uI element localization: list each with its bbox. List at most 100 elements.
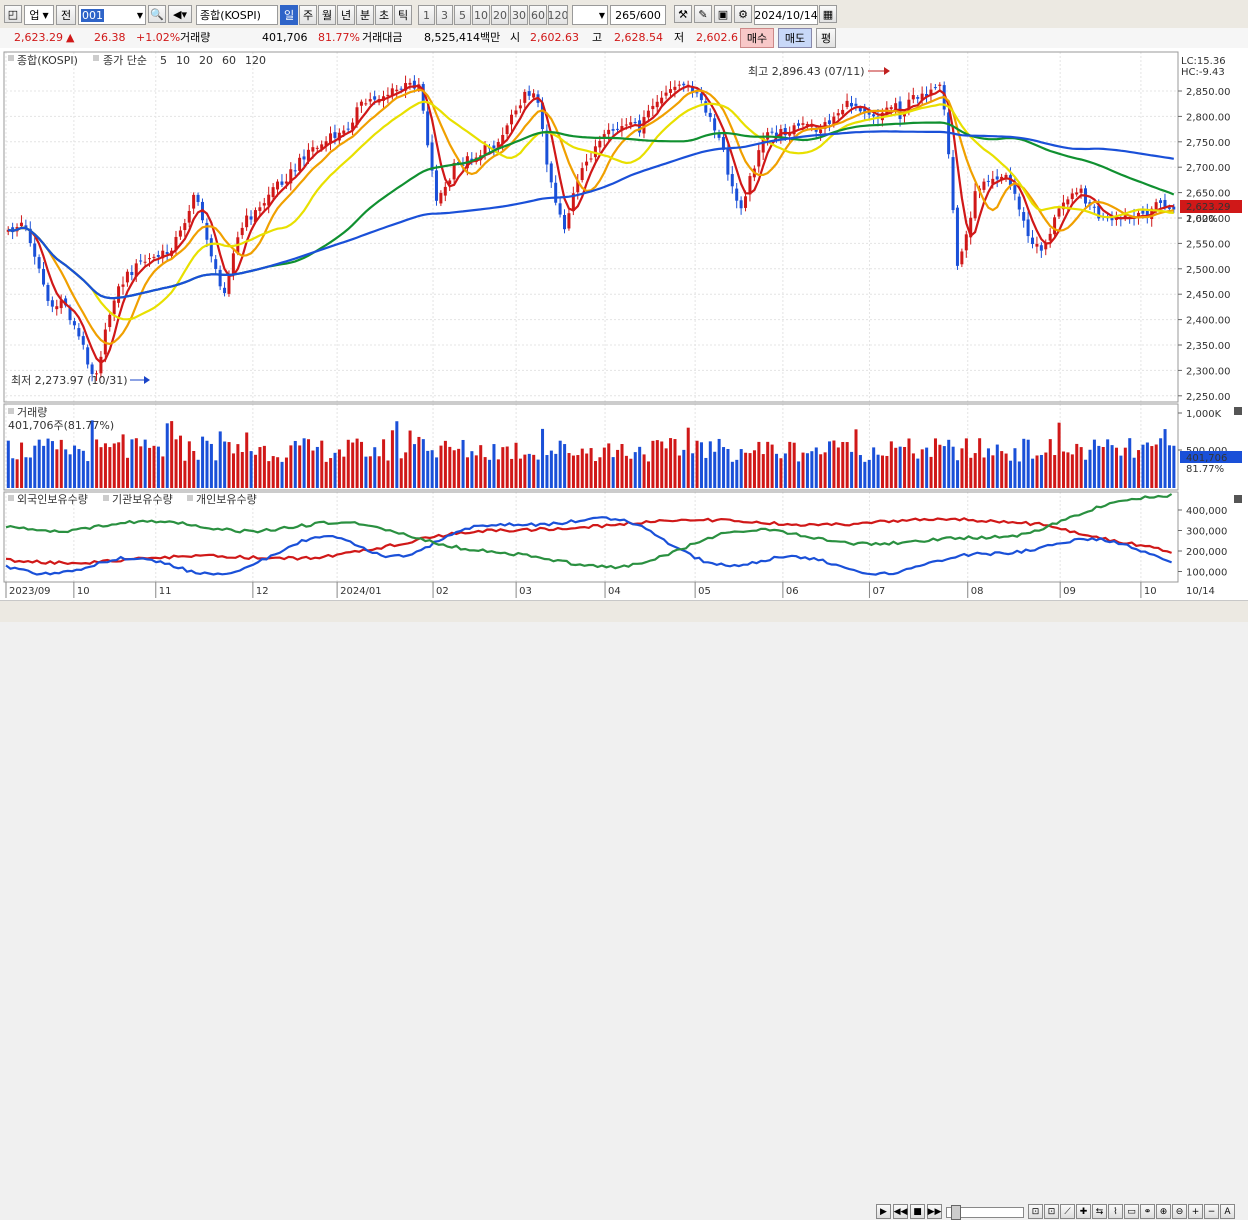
save-icon[interactable]: ▣	[714, 5, 732, 23]
candle-body	[231, 253, 235, 274]
font-size-icon[interactable]: A	[1220, 1204, 1235, 1219]
mode-button[interactable]: 전	[56, 5, 76, 25]
calendar-icon[interactable]: ▦	[819, 5, 837, 23]
legend-name: 종합(KOSPI)	[17, 54, 78, 67]
speaker-icon[interactable]: ◀▾	[168, 5, 192, 23]
interval-button[interactable]: 120	[548, 5, 568, 25]
volume-bar	[660, 441, 664, 488]
minus-icon[interactable]: −	[1204, 1204, 1219, 1219]
price-tick-label: 2,850.00	[1186, 87, 1231, 98]
zoom-in-icon[interactable]: ⊕	[1156, 1204, 1171, 1219]
candle-body	[527, 91, 531, 96]
period-button[interactable]: 주	[299, 5, 317, 25]
interval-button[interactable]: 1	[418, 5, 435, 25]
candle-body	[324, 141, 328, 147]
candle-body	[227, 274, 231, 294]
period-button[interactable]: 분	[356, 5, 374, 25]
scroll-right-icon[interactable]: ▶	[876, 1204, 891, 1219]
sell-button[interactable]: 매도	[778, 28, 812, 48]
interval-button[interactable]: 20	[491, 5, 509, 25]
chart-area[interactable]: 2,850.00 2,800.00 2,750.00 2,700.00 2,650.00…	[0, 48, 1248, 600]
plus-icon[interactable]: +	[1188, 1204, 1203, 1219]
compare-icon[interactable]: ⇆	[1092, 1204, 1107, 1219]
candle-body	[1000, 176, 1004, 180]
holding-lines	[5, 493, 1173, 576]
candle-body	[130, 271, 134, 276]
flat-button[interactable]: 평	[816, 28, 836, 48]
rewind-icon[interactable]: ◀◀	[893, 1204, 908, 1219]
tools-icon[interactable]: ⚒	[674, 5, 692, 23]
volume-bar	[417, 436, 421, 488]
volume-bar	[1119, 455, 1123, 488]
volume-bar	[50, 441, 54, 488]
interval-button[interactable]: 30	[510, 5, 528, 25]
volume-bar	[254, 454, 258, 488]
volume-bar	[1128, 438, 1132, 488]
indicator-icon[interactable]: ⌇	[1108, 1204, 1123, 1219]
candle-body	[112, 300, 116, 315]
stop-icon[interactable]: ■	[910, 1204, 925, 1219]
zoom-out-icon[interactable]: ⊖	[1172, 1204, 1187, 1219]
interval-button[interactable]: 3	[436, 5, 453, 25]
volume-bar	[231, 453, 235, 488]
volume-bar	[1035, 455, 1039, 488]
date-field[interactable]: 2024/10/14	[754, 5, 818, 25]
volume-bar	[302, 438, 306, 488]
volume-bar	[99, 447, 103, 488]
gear-icon[interactable]: ⚙	[734, 5, 752, 23]
amount-label: 거래대금	[362, 31, 403, 44]
volume-bar	[1013, 448, 1017, 488]
legend-marker	[8, 408, 14, 414]
period-button[interactable]: 초	[375, 5, 393, 25]
candle-body	[770, 131, 774, 133]
holding-close-icon[interactable]	[1234, 495, 1242, 503]
time-tick-label: 05	[698, 586, 711, 597]
low-label: 저	[674, 31, 685, 44]
volume-bar	[969, 457, 973, 488]
period-button[interactable]: 틱	[394, 5, 412, 25]
candle-body	[1167, 207, 1171, 209]
draw-icon[interactable]: ✎	[694, 5, 712, 23]
window-menu-icon[interactable]: ◰	[4, 5, 22, 23]
count-field[interactable]: 265/600	[610, 5, 666, 25]
ruler-icon[interactable]: ▭	[1124, 1204, 1139, 1219]
volume-bar	[916, 458, 920, 488]
volume-close-icon[interactable]	[1234, 407, 1242, 415]
volume-bar	[836, 447, 840, 488]
volume-bar	[1110, 445, 1114, 488]
volume-bar	[337, 449, 341, 488]
search-icon[interactable]: 🔍	[148, 5, 166, 23]
volume-bar	[770, 444, 774, 488]
candle-body	[245, 215, 249, 228]
volume-bar	[73, 445, 77, 488]
volume-bar	[448, 446, 452, 488]
candle-body	[1048, 233, 1052, 241]
market-select[interactable]: 업 ▼	[24, 5, 54, 25]
volume-bar	[280, 461, 284, 488]
fast-forward-icon[interactable]: ▶▶	[927, 1204, 942, 1219]
interval-dropdown[interactable]: ▼	[572, 5, 608, 25]
interval-button[interactable]: 5	[454, 5, 471, 25]
volume-bar	[209, 443, 213, 488]
link-icon[interactable]: ⚭	[1140, 1204, 1155, 1219]
volume-bar	[315, 446, 319, 488]
holding-tick-label: 200,000	[1186, 547, 1227, 558]
buy-button[interactable]: 매수	[740, 28, 774, 48]
candle-body	[355, 107, 359, 125]
candle-body	[258, 207, 262, 211]
zoom-slider-handle[interactable]	[951, 1205, 961, 1220]
line-tool-icon[interactable]: ⟋	[1060, 1204, 1075, 1219]
interval-button[interactable]: 60	[529, 5, 547, 25]
crosshair-icon[interactable]: ✚	[1076, 1204, 1091, 1219]
zoom-area-icon[interactable]: ⊡	[1044, 1204, 1059, 1219]
period-button[interactable]: 일	[280, 5, 298, 25]
price-tick-label: 2,750.00	[1186, 138, 1231, 149]
interval-button[interactable]: 10	[472, 5, 490, 25]
candle-body	[461, 164, 465, 166]
candle-body	[187, 210, 191, 223]
period-button[interactable]: 년	[337, 5, 355, 25]
period-button[interactable]: 월	[318, 5, 336, 25]
zoom-fit-icon[interactable]: ⊡	[1028, 1204, 1043, 1219]
zoom-slider[interactable]	[946, 1205, 1024, 1220]
code-input[interactable]: 001 ▼	[78, 5, 146, 25]
